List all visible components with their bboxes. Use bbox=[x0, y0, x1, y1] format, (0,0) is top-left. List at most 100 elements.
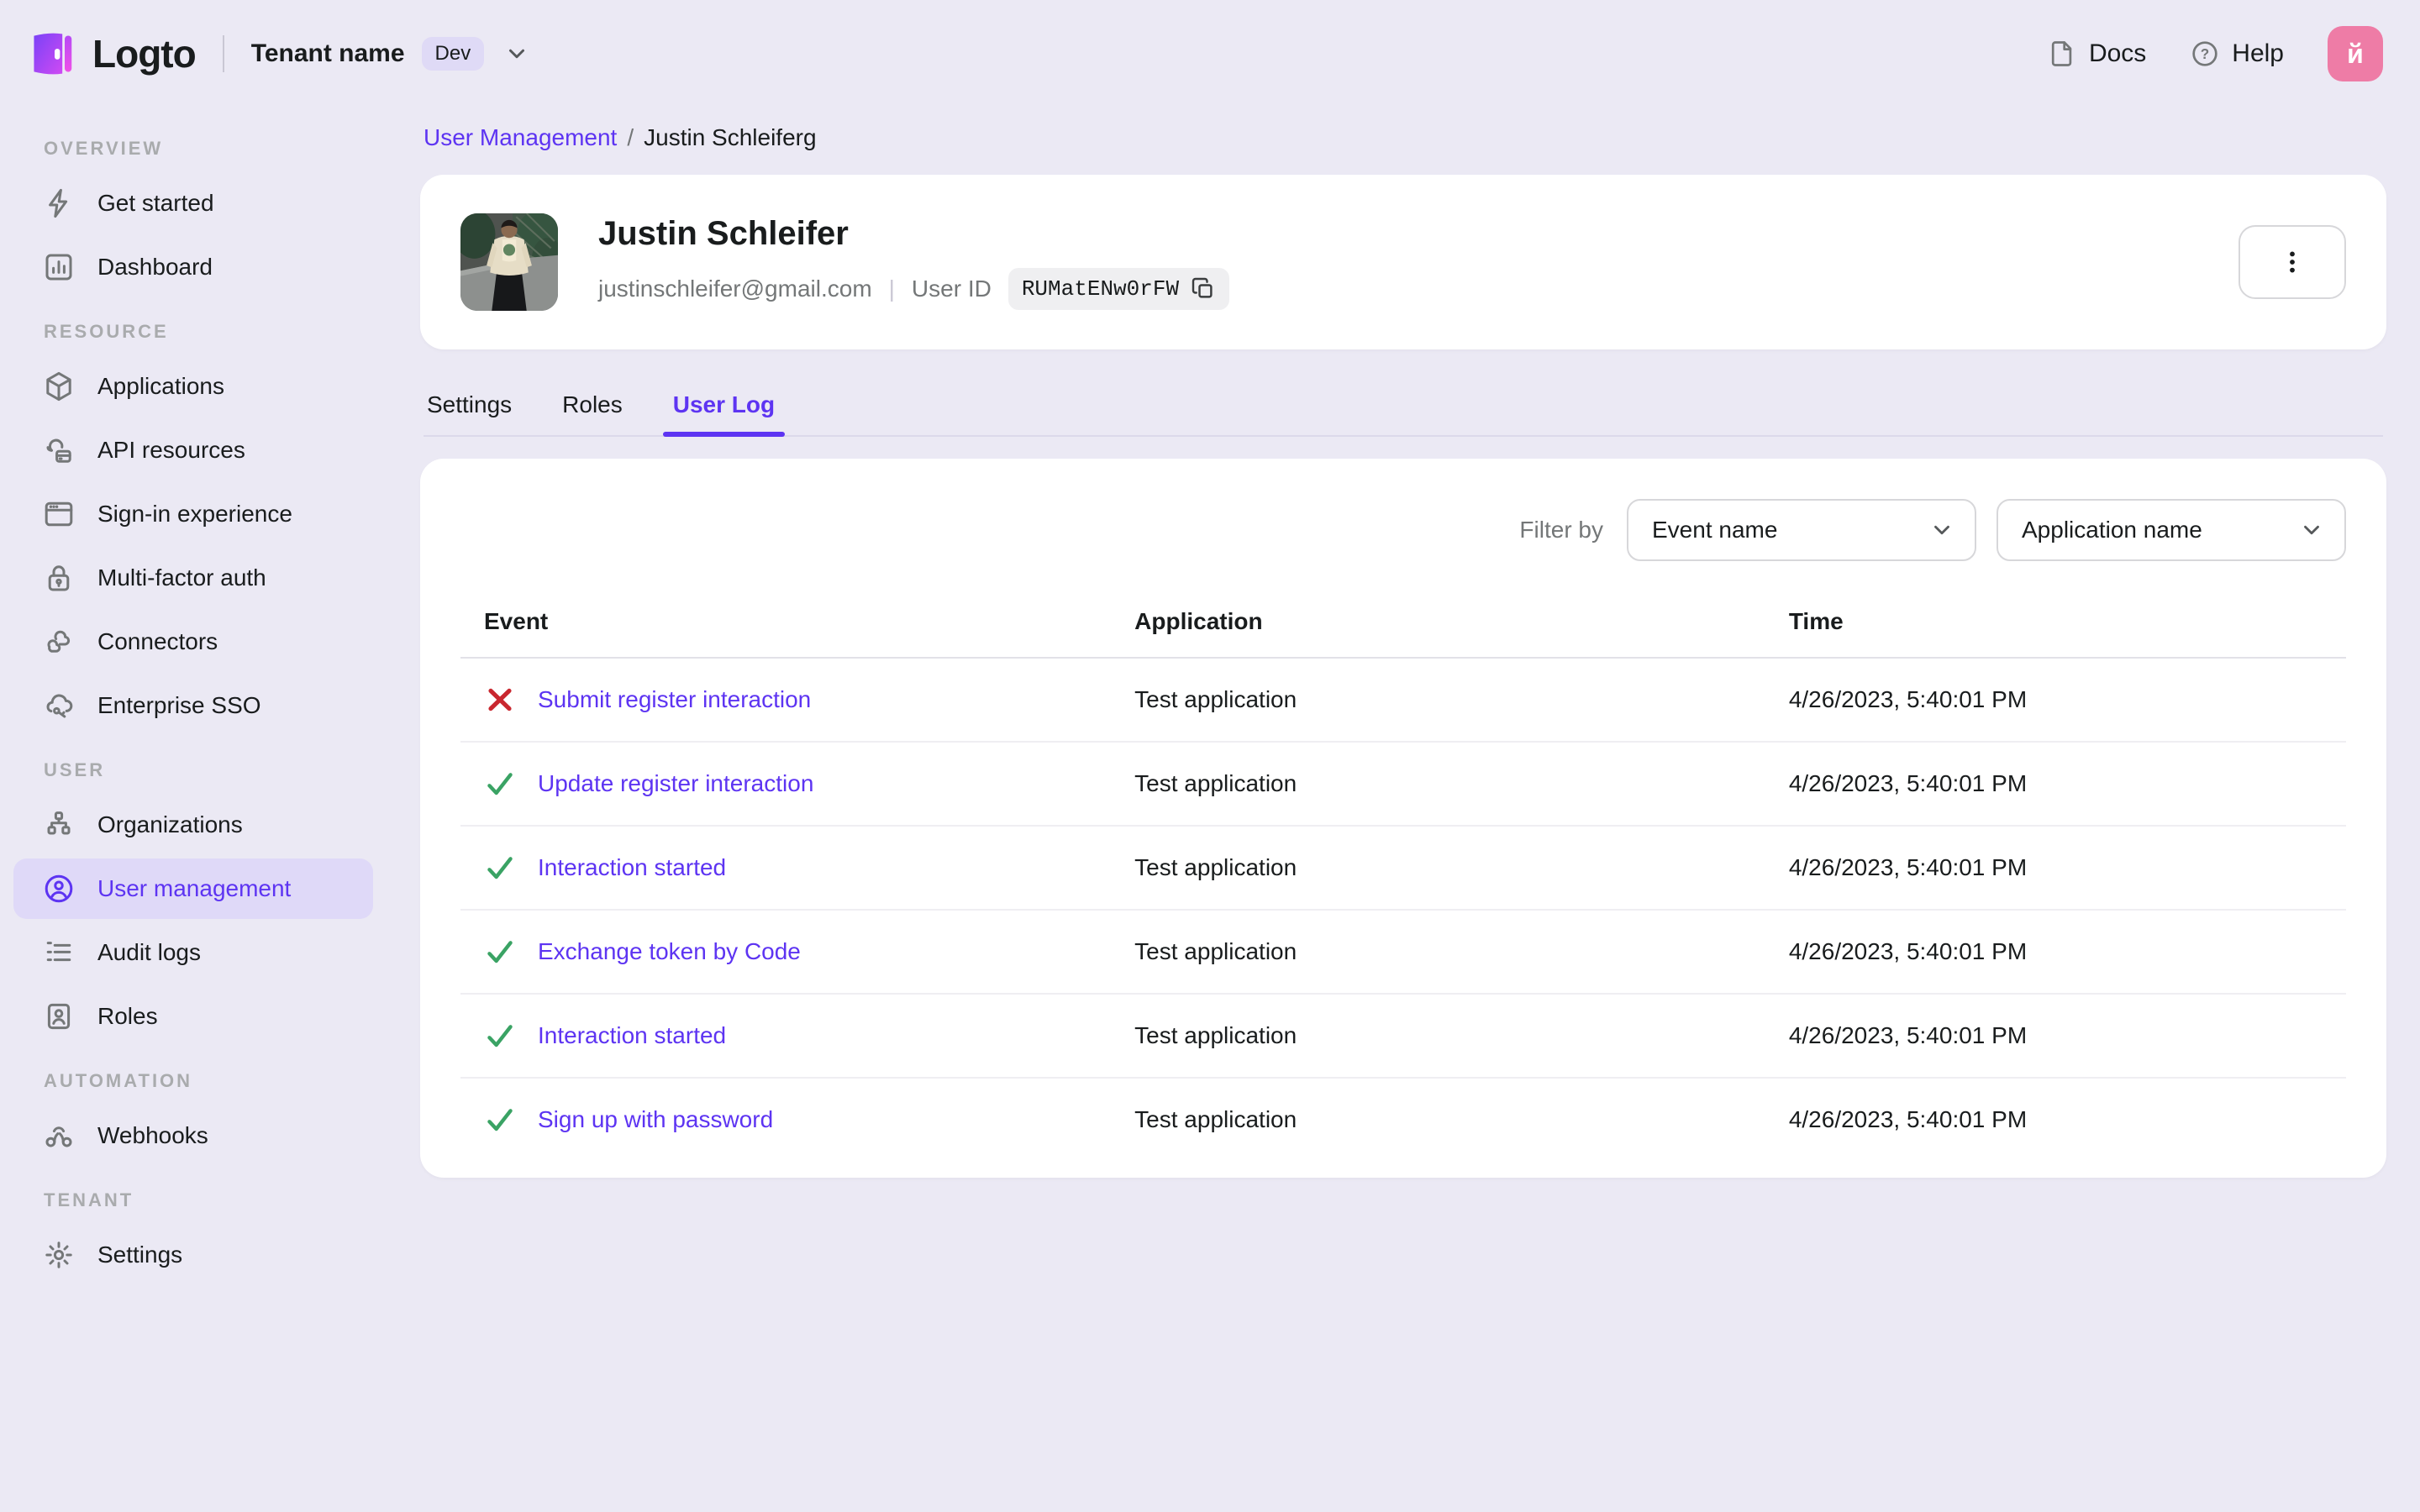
copy-icon[interactable] bbox=[1191, 276, 1216, 302]
sidebar-section-tenant: TENANT bbox=[44, 1189, 134, 1210]
tab-settings[interactable]: Settings bbox=[427, 391, 513, 417]
account-avatar[interactable]: й bbox=[2328, 26, 2383, 81]
sidebar-item-api-resources[interactable]: API resources bbox=[13, 420, 373, 480]
tab-roles[interactable]: Roles bbox=[562, 391, 623, 417]
sidebar-item-label: Audit logs bbox=[97, 939, 201, 965]
user-email: justinschleifer@gmail.com bbox=[598, 275, 872, 302]
sidebar-item-settings[interactable]: Settings bbox=[13, 1225, 373, 1285]
chevron-down-icon[interactable] bbox=[504, 41, 529, 66]
application-name-select[interactable]: Application name bbox=[1996, 499, 2346, 561]
event-link[interactable]: Interaction started bbox=[538, 854, 727, 880]
help-button[interactable]: ? Help bbox=[2190, 39, 2284, 69]
table-row: Interaction started Test application 4/2… bbox=[460, 827, 2346, 911]
sidebar-item-dashboard[interactable]: Dashboard bbox=[13, 237, 373, 297]
main-content: User Management / Justin Schleiferg bbox=[387, 108, 2420, 1512]
clouds-icon bbox=[42, 625, 76, 659]
tab-bar: Settings Roles User Log bbox=[424, 391, 2383, 437]
chevron-down-icon bbox=[1929, 517, 1954, 543]
sidebar-item-user-management[interactable]: User management bbox=[13, 858, 373, 919]
tab-user-log[interactable]: User Log bbox=[662, 391, 786, 437]
tenant-env-badge: Dev bbox=[421, 37, 485, 71]
cloud-key-icon bbox=[42, 689, 76, 722]
sidebar-item-organizations[interactable]: Organizations bbox=[13, 795, 373, 855]
time-cell: 4/26/2023, 5:40:01 PM bbox=[1788, 686, 2028, 712]
sidebar-section-overview: OVERVIEW bbox=[44, 138, 164, 159]
sidebar-item-roles[interactable]: Roles bbox=[13, 986, 373, 1047]
bar-chart-icon bbox=[42, 250, 76, 284]
application-cell: Test application bbox=[1134, 770, 1297, 796]
list-icon bbox=[42, 936, 76, 969]
table-row: Interaction started Test application 4/2… bbox=[460, 995, 2346, 1079]
sidebar-item-label: Webhooks bbox=[97, 1122, 208, 1148]
sidebar-item-enterprise-sso[interactable]: Enterprise SSO bbox=[13, 675, 373, 736]
time-cell: 4/26/2023, 5:40:01 PM bbox=[1788, 854, 2028, 880]
docs-label: Docs bbox=[2088, 39, 2147, 67]
sidebar-item-label: Dashboard bbox=[97, 254, 213, 280]
event-link[interactable]: Exchange token by Code bbox=[538, 938, 801, 964]
event-name-select[interactable]: Event name bbox=[1627, 499, 1976, 561]
success-check-icon bbox=[484, 1104, 516, 1136]
sidebar-item-sign-in-experience[interactable]: Sign-in experience bbox=[13, 484, 373, 544]
browser-window-icon bbox=[42, 497, 76, 531]
user-id-value: RUMatENw0rFW bbox=[1021, 276, 1180, 302]
sidebar-item-webhooks[interactable]: Webhooks bbox=[13, 1105, 373, 1166]
lightning-icon bbox=[42, 186, 76, 220]
user-id-chip: RUMatENw0rFW bbox=[1007, 267, 1230, 310]
column-header-application: Application bbox=[1134, 608, 1263, 634]
person-card-icon bbox=[42, 1000, 76, 1033]
tenant-name[interactable]: Tenant name bbox=[250, 39, 405, 67]
meta-divider: | bbox=[888, 275, 895, 302]
application-cell: Test application bbox=[1134, 938, 1297, 964]
breadcrumb-separator: / bbox=[627, 124, 634, 150]
success-check-icon bbox=[484, 768, 516, 800]
breadcrumb-user-management-link[interactable]: User Management bbox=[424, 124, 618, 150]
event-link[interactable]: Update register interaction bbox=[538, 770, 814, 796]
sidebar-item-applications[interactable]: Applications bbox=[13, 356, 373, 417]
docs-button[interactable]: Docs bbox=[2047, 39, 2146, 69]
cube-icon bbox=[42, 370, 76, 403]
more-actions-button[interactable] bbox=[2238, 225, 2346, 299]
sidebar-item-label: Applications bbox=[97, 373, 224, 399]
chevron-down-icon bbox=[2299, 517, 2324, 543]
sidebar-item-label: Connectors bbox=[97, 628, 218, 654]
sidebar-item-label: Multi-factor auth bbox=[97, 564, 266, 591]
topbar-divider bbox=[222, 35, 224, 72]
event-link[interactable]: Sign up with password bbox=[538, 1106, 774, 1132]
sidebar-item-label: User management bbox=[97, 875, 292, 901]
sidebar-item-label: Get started bbox=[97, 190, 214, 216]
time-cell: 4/26/2023, 5:40:01 PM bbox=[1788, 770, 2028, 796]
active-tab-underline bbox=[662, 432, 786, 437]
time-cell: 4/26/2023, 5:40:01 PM bbox=[1788, 938, 2028, 964]
org-chart-icon bbox=[42, 808, 76, 842]
sidebar-item-audit-logs[interactable]: Audit logs bbox=[13, 922, 373, 983]
user-id-label: User ID bbox=[911, 275, 992, 302]
sidebar-item-connectors[interactable]: Connectors bbox=[13, 612, 373, 672]
event-link[interactable]: Interaction started bbox=[538, 1022, 727, 1048]
application-cell: Test application bbox=[1134, 1106, 1297, 1132]
person-circle-icon bbox=[42, 872, 76, 906]
sidebar-section-automation: AUTOMATION bbox=[44, 1070, 193, 1091]
sidebar-item-multi-factor-auth[interactable]: Multi-factor auth bbox=[13, 548, 373, 608]
top-bar: Logto Tenant name Dev Docs bbox=[0, 0, 2420, 108]
sidebar-item-label: Enterprise SSO bbox=[97, 692, 261, 718]
success-check-icon bbox=[484, 1020, 516, 1052]
logto-logo-icon bbox=[27, 29, 77, 79]
logo-wordmark: Logto bbox=[92, 32, 197, 76]
document-icon bbox=[2047, 39, 2077, 69]
column-header-event: Event bbox=[484, 608, 549, 634]
event-link[interactable]: Submit register interaction bbox=[538, 686, 812, 712]
user-name: Justin Schleifer bbox=[598, 214, 849, 252]
column-header-time: Time bbox=[1788, 608, 1844, 634]
table-header-row: Event Application Time bbox=[460, 588, 2346, 659]
filter-row: Filter by Event name Application name bbox=[460, 486, 2346, 588]
user-log-panel: Filter by Event name Application name bbox=[420, 459, 2386, 1178]
application-cell: Test application bbox=[1134, 686, 1297, 712]
sidebar-section-resource: RESOURCE bbox=[44, 321, 169, 342]
success-check-icon bbox=[484, 852, 516, 884]
user-header-card: Justin Schleifer justinschleifer@gmail.c… bbox=[420, 175, 2386, 349]
question-circle-icon: ? bbox=[2190, 39, 2220, 69]
webhook-icon bbox=[42, 1119, 76, 1152]
sidebar-item-get-started[interactable]: Get started bbox=[13, 173, 373, 234]
application-cell: Test application bbox=[1134, 854, 1297, 880]
sidebar-section-user: USER bbox=[44, 759, 106, 780]
